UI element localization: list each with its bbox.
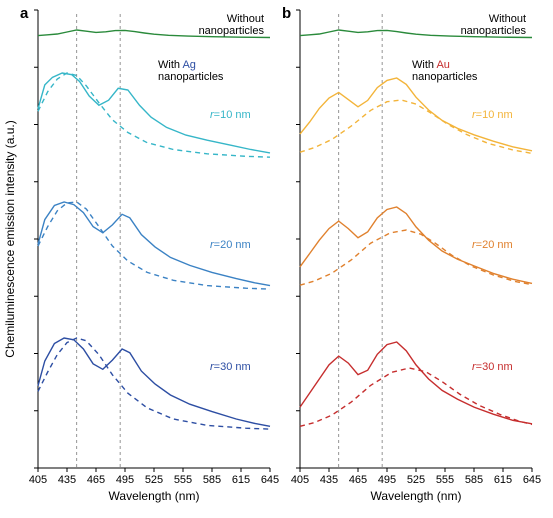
svg-text:585: 585	[203, 474, 221, 486]
svg-text:585: 585	[465, 474, 483, 486]
label-r20: r=20 nm	[472, 239, 513, 251]
x-label: Wavelength (nm)	[109, 489, 200, 503]
series-au30_solid	[300, 342, 532, 424]
svg-text:615: 615	[232, 474, 250, 486]
svg-text:465: 465	[349, 474, 367, 486]
svg-text:615: 615	[494, 474, 512, 486]
label-nanoparticles: nanoparticles	[461, 25, 527, 37]
label-without: Without	[227, 13, 264, 25]
svg-text:525: 525	[145, 474, 163, 486]
svg-text:645: 645	[261, 474, 279, 486]
x-label: Wavelength (nm)	[371, 489, 462, 503]
svg-text:525: 525	[407, 474, 425, 486]
series-au30_dash	[300, 368, 532, 426]
label-with-ag-2: nanoparticles	[158, 71, 224, 83]
series-au10_dash	[300, 100, 532, 153]
svg-text:555: 555	[436, 474, 454, 486]
svg-text:495: 495	[116, 474, 134, 486]
label-r10: r=10 nm	[472, 109, 513, 121]
svg-text:555: 555	[174, 474, 192, 486]
svg-text:405: 405	[29, 474, 47, 486]
svg-text:465: 465	[87, 474, 105, 486]
label-nanoparticles: nanoparticles	[199, 25, 265, 37]
label-with-au: With Au	[412, 59, 450, 71]
label-r30: r=30 nm	[210, 361, 251, 373]
svg-text:435: 435	[320, 474, 338, 486]
svg-text:495: 495	[378, 474, 396, 486]
label-r30: r=30 nm	[472, 361, 513, 373]
label-r20: r=20 nm	[210, 239, 251, 251]
label-with-ag: With Ag	[158, 59, 196, 71]
y-label: Chemiluminescence emission intensity (a.…	[3, 120, 17, 357]
series-ag30_solid	[38, 338, 270, 426]
svg-text:645: 645	[523, 474, 541, 486]
label-with-au-2: nanoparticles	[412, 71, 478, 83]
svg-text:405: 405	[291, 474, 309, 486]
panel-label-a: a	[20, 5, 29, 22]
svg-text:435: 435	[58, 474, 76, 486]
label-without: Without	[489, 13, 526, 25]
label-r10: r=10 nm	[210, 109, 251, 121]
panel-label-b: b	[282, 5, 291, 22]
chart-svg: 405 435 465 495 525 555 585 615 645 Wavelength (n…	[0, 0, 553, 518]
figure: { "layout":{ "width":553,"height":518, "…	[0, 0, 553, 518]
